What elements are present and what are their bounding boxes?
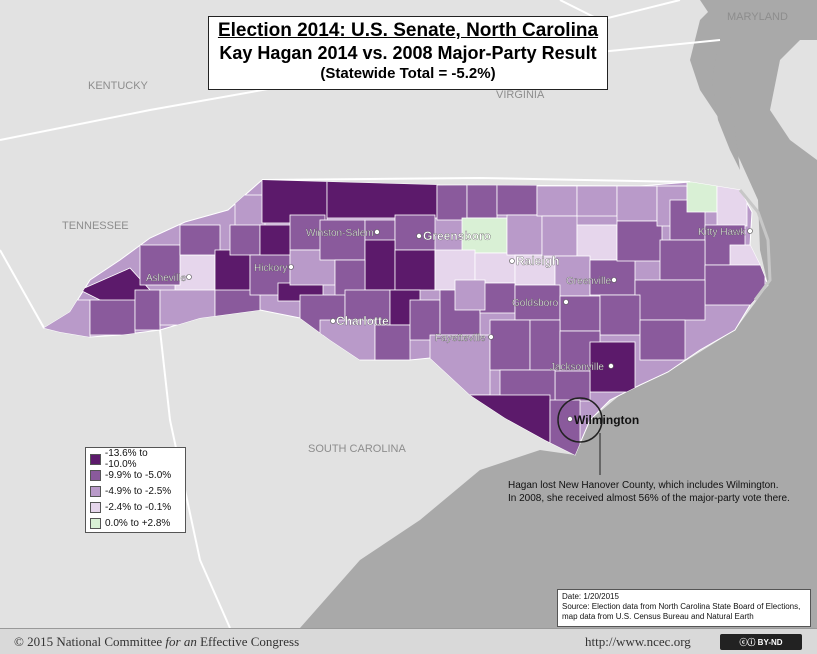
- city-label-kitty-hawk: Kitty Hawk: [698, 227, 746, 238]
- legend-item: -4.9% to -2.5%: [90, 483, 181, 499]
- title-line-1: Election 2014: U.S. Senate, North Caroli…: [217, 20, 599, 41]
- legend-item: -2.4% to -0.1%: [90, 499, 181, 515]
- tn-border: [0, 249, 45, 329]
- legend-swatch: [90, 501, 101, 513]
- source-box: Date: 1/20/2015 Source: Election data fr…: [557, 589, 811, 627]
- legend-label: -4.9% to -2.5%: [105, 485, 172, 497]
- wilmington-annotation: Hagan lost New Hanover County, which inc…: [508, 479, 808, 505]
- wilmington-callout-circle: [557, 397, 603, 443]
- outer-banks: [738, 189, 772, 301]
- annotation-line-1: Hagan lost New Hanover County, which inc…: [508, 480, 779, 491]
- source-line-1: Source: Election data from North Carolin…: [562, 602, 801, 611]
- website-link[interactable]: http://www.ncec.org: [585, 634, 691, 649]
- legend: -13.6% to -10.0% -9.9% to -5.0% -4.9% to…: [85, 447, 186, 533]
- state-label-tennessee: TENNESSEE: [62, 220, 129, 232]
- legend-item: -13.6% to -10.0%: [90, 448, 181, 470]
- footer-bar: © 2015 National Committee for an Effecti…: [0, 628, 817, 654]
- cc-license-badge[interactable]: ⓒⓘ BY-ND: [720, 634, 802, 650]
- city-label-charlotte: Charlotte: [336, 314, 389, 328]
- legend-item: -9.9% to -5.0%: [90, 467, 181, 483]
- state-label-kentucky: KENTUCKY: [88, 80, 149, 92]
- copyright-text: © 2015 National Committee for an Effecti…: [14, 634, 300, 649]
- state-label-maryland: MARYLAND: [727, 11, 788, 23]
- city-label-wilmington: Wilmington: [574, 413, 639, 427]
- chesapeake-bay: [700, 0, 790, 170]
- legend-label: -9.9% to -5.0%: [105, 469, 172, 481]
- legend-item: 0.0% to +2.8%: [90, 515, 181, 531]
- city-dots: [186, 228, 753, 422]
- nc-va-border: [261, 176, 691, 183]
- legend-label: 0.0% to +2.8%: [105, 517, 171, 529]
- map-title-box: Election 2014: U.S. Senate, North Caroli…: [208, 16, 608, 90]
- cc-icon: ⓒⓘ: [739, 637, 758, 647]
- state-label-south-carolina: SOUTH CAROLINA: [308, 443, 406, 455]
- map: KENTUCKY VIRGINIA TENNESSEE SOUTH CAROLI…: [0, 0, 817, 628]
- city-label-jacksonville: Jacksonville: [550, 362, 604, 373]
- legend-swatch: [90, 469, 101, 481]
- annotation-line-2: In 2008, she received almost 56% of the …: [508, 493, 790, 504]
- legend-swatch: [90, 485, 101, 497]
- state-label-virginia: VIRGINIA: [496, 89, 545, 101]
- city-label-fayetteville: Fayetteville: [435, 333, 486, 344]
- city-label-asheville: Asheville: [146, 273, 186, 284]
- city-label-raleigh: Raleigh: [516, 254, 559, 268]
- legend-label: -13.6% to -10.0%: [104, 448, 148, 470]
- legend-swatch: [90, 453, 101, 465]
- city-label-winston-salem: Winston-Salem: [306, 228, 374, 239]
- county-regions: [44, 180, 766, 455]
- city-label-greensboro: Greensboro: [423, 229, 491, 243]
- source-line-2: map data from U.S. Census Bureau and Nat…: [562, 612, 754, 621]
- title-line-3: (Statewide Total = -5.2%): [320, 65, 496, 82]
- legend-swatch: [90, 517, 101, 529]
- atlantic-ocean: [300, 0, 817, 628]
- city-label-hickory: Hickory: [254, 263, 287, 274]
- city-label-greenville: Greenville: [566, 276, 611, 287]
- legend-label: -2.4% to -0.1%: [105, 501, 172, 513]
- source-date: Date: 1/20/2015: [562, 592, 619, 601]
- city-label-goldsboro: Goldsboro: [512, 298, 559, 309]
- delmarva-peninsula: [770, 40, 817, 160]
- title-line-2: Kay Hagan 2014 vs. 2008 Major-Party Resu…: [219, 43, 597, 63]
